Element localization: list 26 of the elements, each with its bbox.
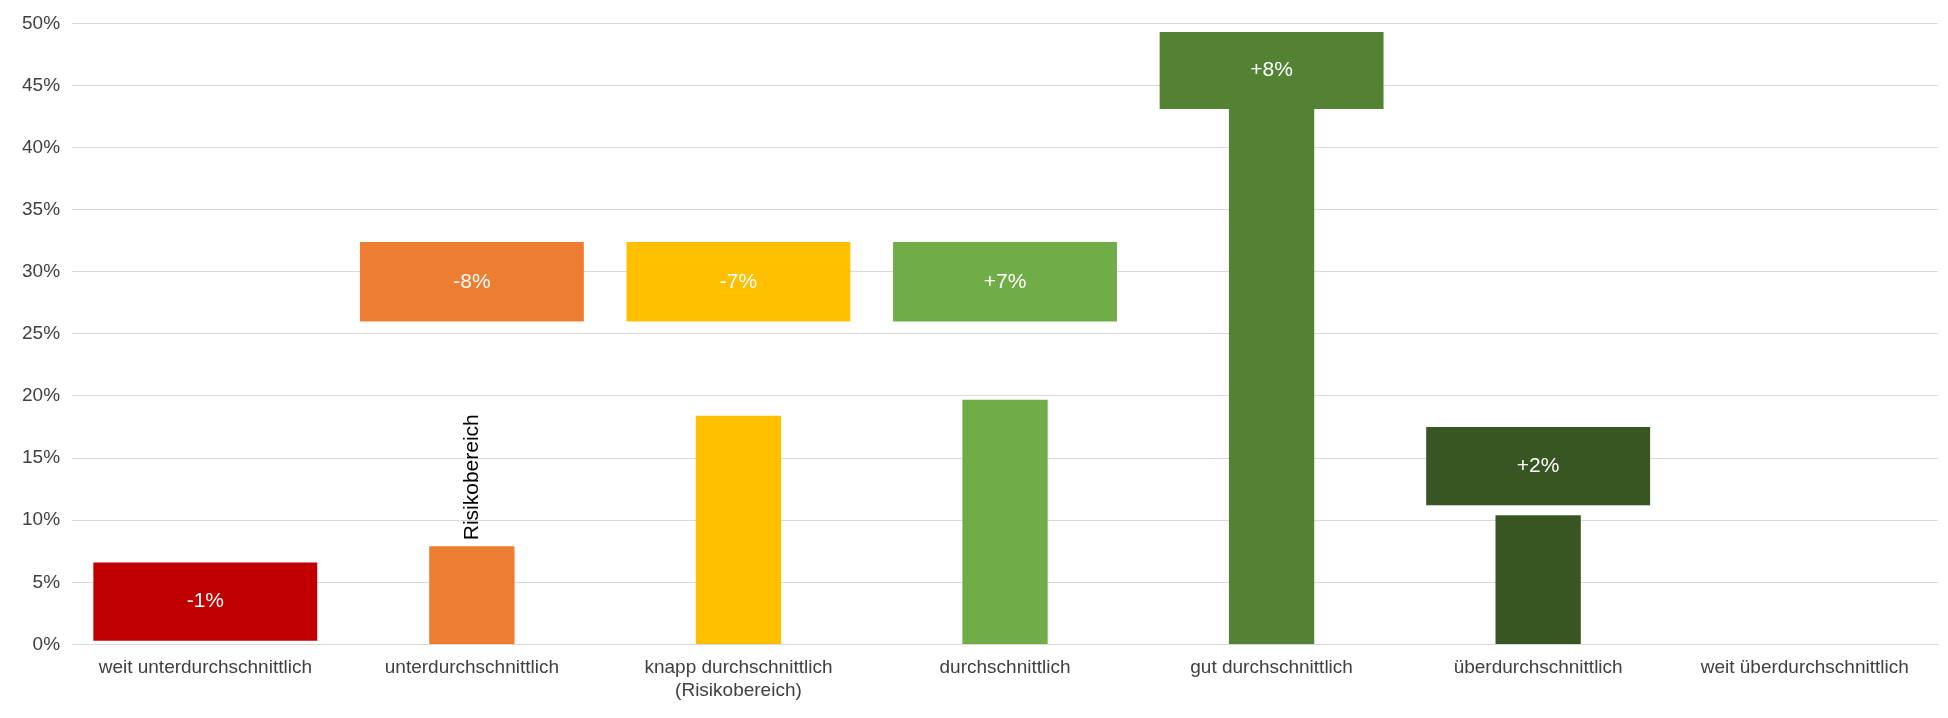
annotation: Risikobereich xyxy=(458,414,482,541)
y-tick-label: 10% xyxy=(22,508,61,530)
annotation: +8% xyxy=(1250,57,1293,81)
x-tick-label: weit überdurchschnittlich xyxy=(1699,656,1909,678)
annotation: -1% xyxy=(186,588,224,612)
y-tick-label: 25% xyxy=(22,322,61,344)
annotation: -7% xyxy=(719,268,758,292)
y-tick-label: 20% xyxy=(22,384,61,406)
x-tick-label: knapp durchschnittlich (Risikobereich) xyxy=(644,656,833,700)
annotation: -8% xyxy=(453,268,491,292)
y-tick-label: 5% xyxy=(32,570,61,592)
y-tick-label: 0% xyxy=(32,632,61,654)
y-tick-label: 30% xyxy=(22,260,61,282)
x-tick-label: gut durchschnittlich xyxy=(1190,656,1353,678)
y-tick-label: 15% xyxy=(22,446,61,468)
y-tick-label: 40% xyxy=(22,135,61,157)
annotation: +7% xyxy=(983,268,1027,292)
annotation: +2% xyxy=(1516,452,1560,476)
y-tick-label: 50% xyxy=(22,11,61,33)
x-tick-label: unterdurchschnittlich xyxy=(384,656,560,678)
x-tick-label: durchschnittlich xyxy=(939,656,1071,678)
y-tick-label: 45% xyxy=(22,73,61,95)
bar xyxy=(93,562,318,641)
y-tick-label: 35% xyxy=(22,197,61,219)
x-tick-label: weit unterdurchschnittlich xyxy=(97,656,312,678)
x-tick-label: überdurchschnittlich xyxy=(1453,656,1623,678)
